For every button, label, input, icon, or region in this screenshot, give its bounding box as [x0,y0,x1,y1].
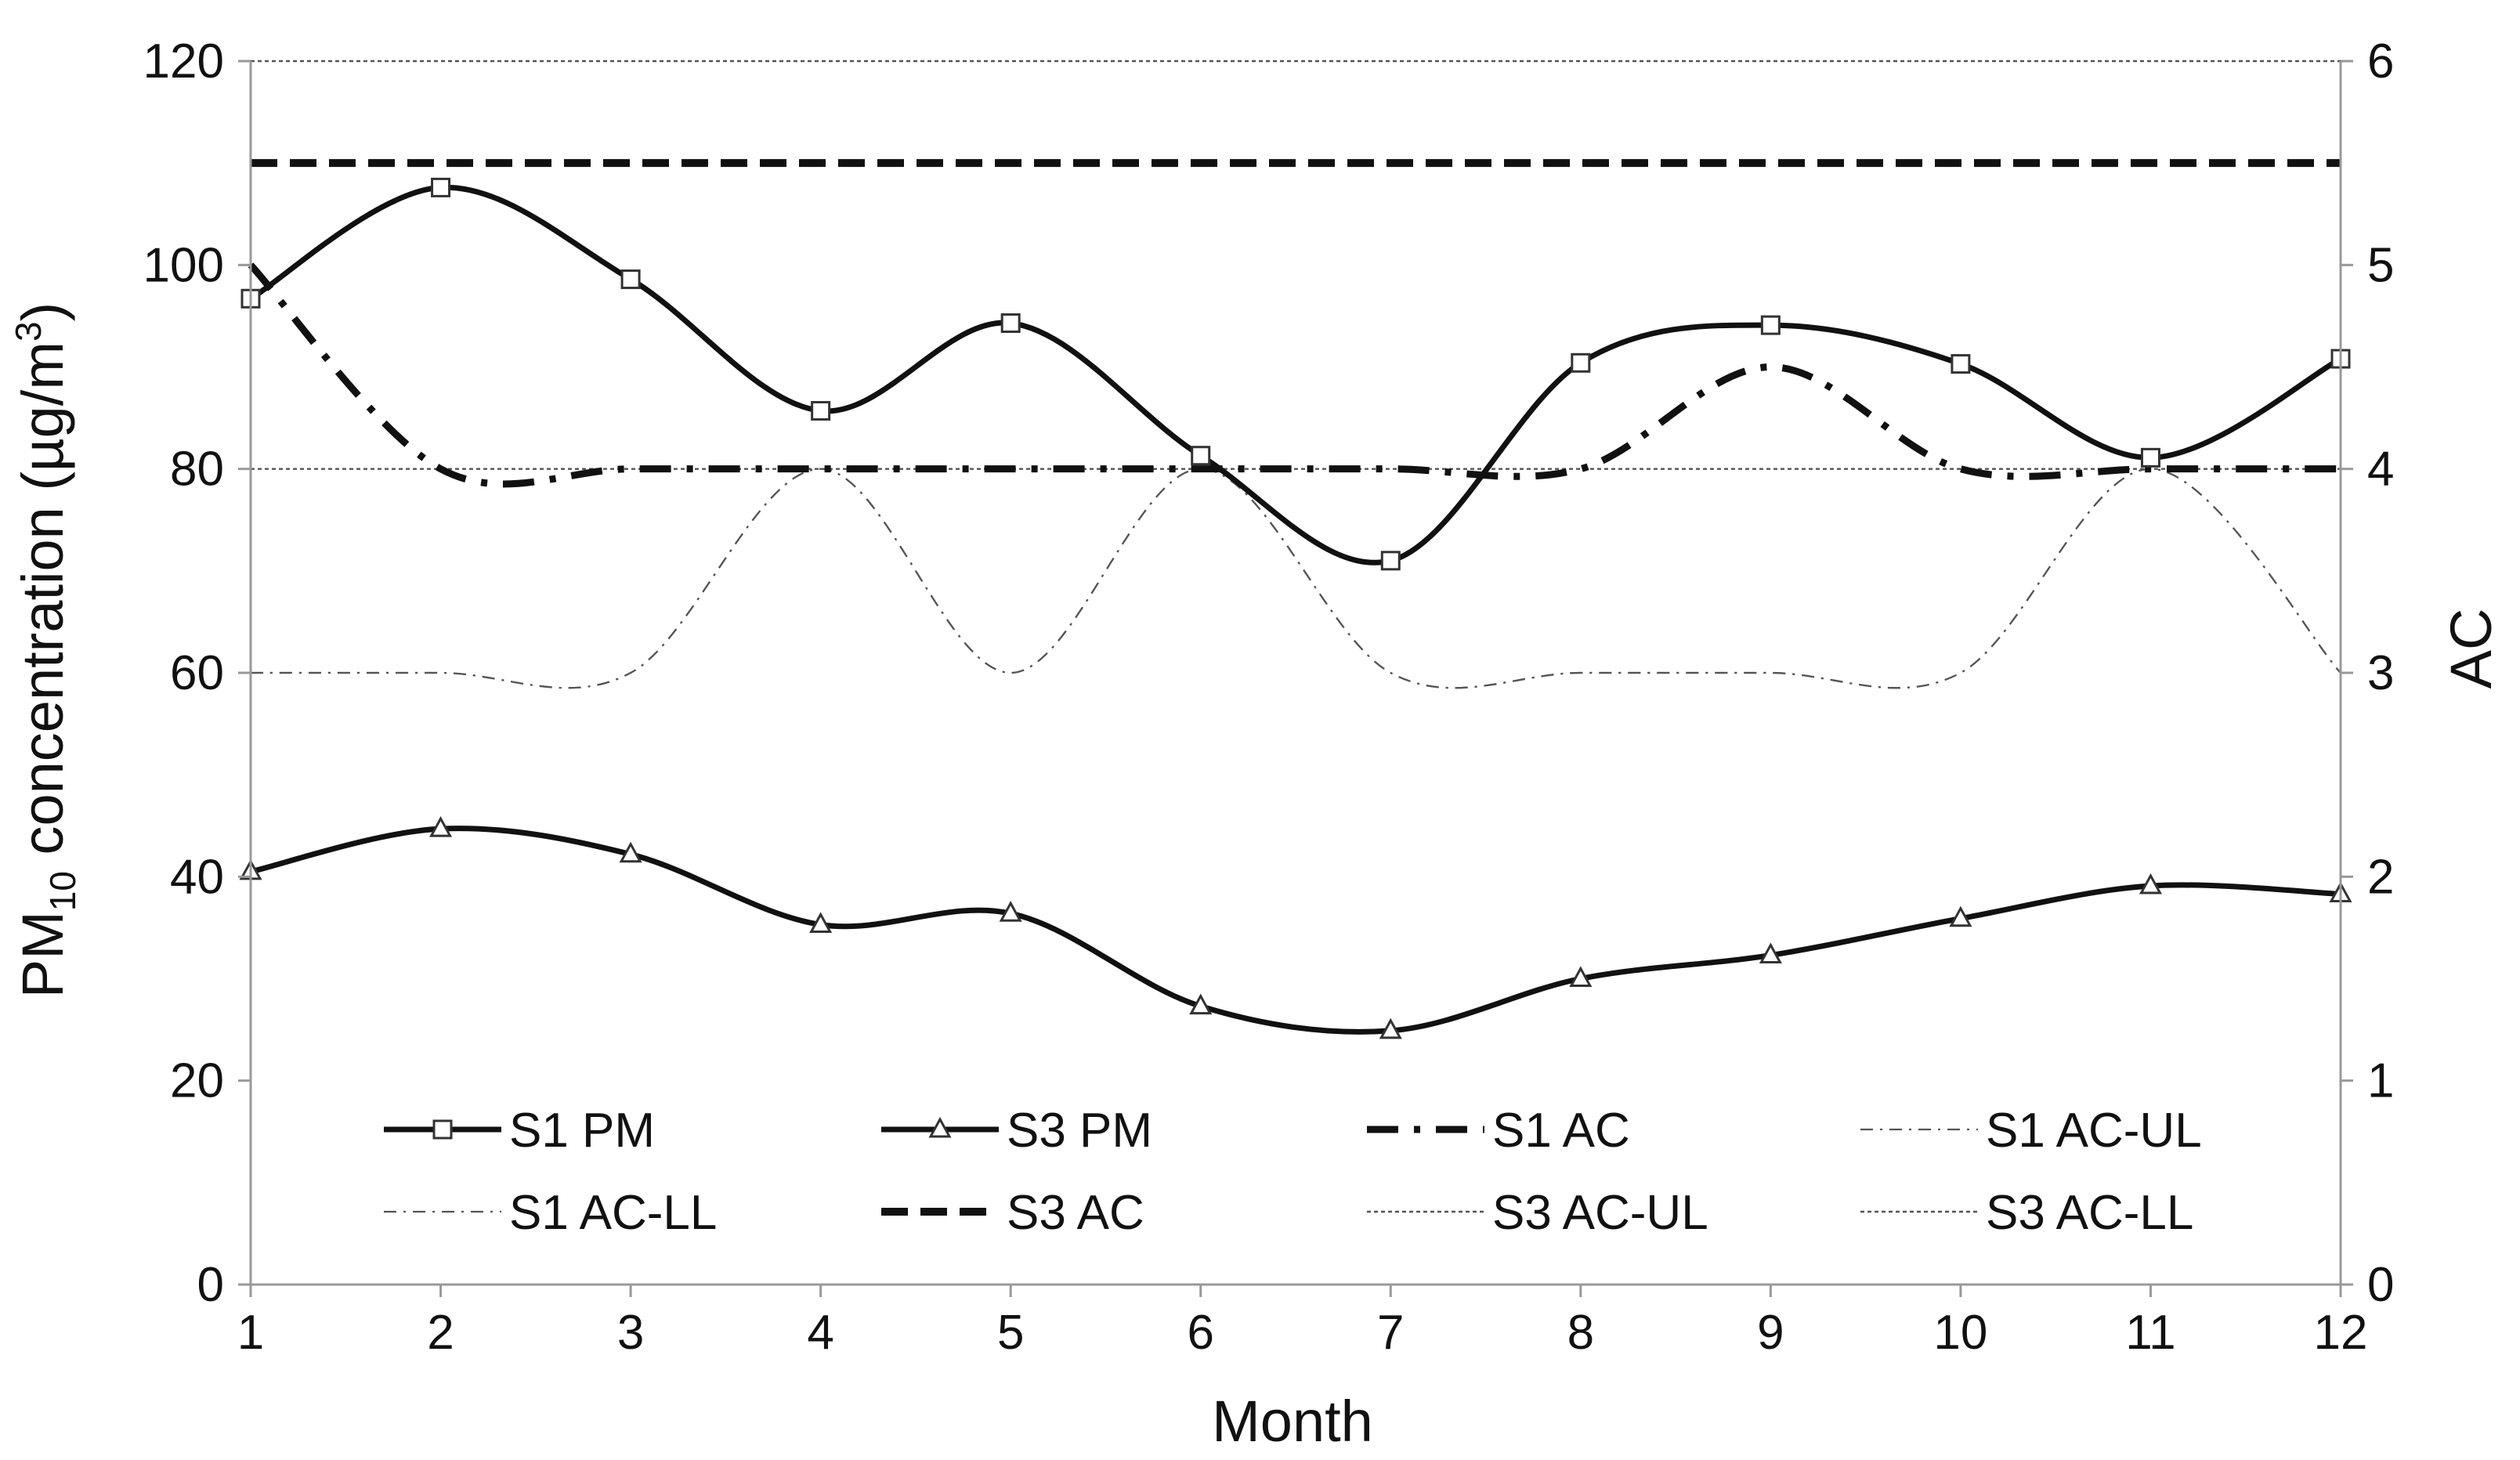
x-tick-label: 11 [2125,1306,2175,1360]
data-point-s3-pm [1759,942,1782,964]
legend-item-s3-pm: S3 PM [881,1104,1152,1158]
y2-tick-label: 3 [2367,646,2394,700]
data-point-s3-pm [429,816,453,837]
series-s1-ac [248,262,2341,488]
series-line-s3-pm [250,826,2341,1035]
legend-item-s3-ac-ll: S3 AC-LL [1860,1186,2193,1240]
data-point-s1-pm [1760,315,1781,335]
legend-label: S1 AC [1492,1104,1630,1158]
y2-tick-label: 4 [2367,443,2394,497]
series-s1-pm [240,177,2351,571]
y-axis-title-subscript: 10 [42,871,83,911]
y-axis-title-prefix: PM [10,911,75,998]
y-tick-label: 20 [170,1054,224,1108]
x-tick-label: 4 [807,1306,833,1360]
legend-marker [432,1119,453,1140]
y2-tick-label: 6 [2367,34,2394,89]
x-tick-label: 8 [1567,1306,1594,1360]
data-point-s1-pm [2140,447,2160,468]
legend-marker [928,1116,952,1138]
legend-label: S3 AC-LL [1986,1186,2193,1240]
series-s1-ac-ll [251,468,2341,689]
legend-item-s1-ac: S1 AC [1367,1104,1630,1158]
legend-item-s1-ac-ul: S1 AC-UL [1860,1104,2202,1158]
data-point-s1-pm [811,400,831,421]
series-line-s1-ac-ll [251,468,2341,689]
legend-item-s3-ac-ul: S3 AC-UL [1367,1186,1708,1240]
data-point-s3-pm [2139,873,2162,894]
y-axis-title: PM10 concentration (µg/m3) [8,302,83,998]
x-tick-label: 10 [1933,1306,1987,1360]
legend-label: S3 AC-UL [1492,1186,1708,1240]
x-tick-label: 2 [427,1306,454,1360]
data-point-s3-pm [619,841,642,863]
x-tick-label: 3 [617,1306,644,1360]
legend-label: S3 PM [1007,1104,1152,1158]
legend-item-s1-ac-ll: S1 AC-LL [384,1186,717,1240]
data-point-s3-pm [1569,966,1593,987]
x-axis-title: Month [1212,1389,1373,1454]
data-point-s1-pm [1380,551,1401,571]
data-point-s1-pm [620,269,641,290]
series-line-s1-ac [248,262,2341,488]
y-axis-title-middle: concentration (µg/m [10,342,75,871]
y-axis-title-suffix: ) [10,302,75,322]
legend-label: S1 AC-UL [1986,1104,2202,1158]
data-point-s1-pm [1951,354,1971,374]
x-tick-label: 6 [1187,1306,1213,1360]
x-tick-label: 12 [2314,1306,2368,1360]
x-tick-label: 7 [1377,1306,1404,1360]
y2-axis-title: AC [2439,609,2504,689]
series-s3-pm [239,816,2352,1039]
y2-tick-label: 0 [2367,1258,2394,1312]
x-tick-label: 1 [237,1306,264,1360]
data-point-s3-pm [1189,993,1213,1015]
legend-item-s3-ac: S3 AC [881,1186,1144,1240]
x-tick-label: 9 [1757,1306,1784,1360]
x-tick-label: 5 [997,1306,1024,1360]
y2-tick-label: 2 [2367,850,2394,904]
data-point-s1-pm [1191,446,1211,466]
data-point-s1-pm [1000,313,1021,334]
legend-label: S1 PM [509,1104,655,1158]
data-point-s3-pm [809,912,833,934]
y-tick-label: 0 [197,1258,224,1312]
y-axis-title-superscript: 3 [8,321,49,342]
legend-item-s1-pm: S1 PM [384,1104,655,1158]
legend-label: S1 AC-LL [509,1186,717,1240]
y-tick-label: 80 [170,443,224,497]
y-tick-label: 60 [170,646,224,700]
legend: S1 PM S3 PM S1 AC S1 AC-UL S1 AC-LL S3 AC S3 A… [384,1104,2202,1240]
y-tick-label: 120 [143,34,224,89]
y-tick-label: 40 [170,850,224,904]
series-layer [239,60,2352,1039]
data-point-s3-pm [999,901,1022,922]
y-tick-label: 100 [143,238,224,292]
data-point-s3-pm [1379,1017,1402,1039]
data-point-s1-pm [1571,352,1591,373]
y2-tick-label: 5 [2367,238,2394,292]
data-point-s3-pm [1949,905,1972,927]
legend-label: S3 AC [1007,1186,1144,1240]
y2-tick-label: 1 [2367,1054,2394,1108]
series-line-s1-pm [249,184,2342,566]
data-point-s1-pm [431,177,451,197]
